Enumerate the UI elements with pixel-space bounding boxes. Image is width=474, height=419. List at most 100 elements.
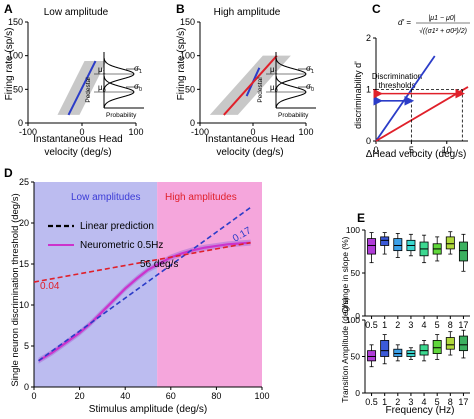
sigma0-label: σ0 (306, 82, 314, 93)
x-tick-label: 3 (408, 397, 413, 407)
y-tick-label: 0 (18, 118, 23, 128)
y-tick-label: 100 (180, 51, 195, 61)
x-tick-label: 17 (458, 397, 468, 407)
x-tick-label: 5 (435, 320, 440, 330)
panel-b-ylabel: Firing rate (sp/s) (176, 28, 187, 101)
y-tick-label: 50 (351, 268, 361, 278)
shaded-region (157, 182, 262, 387)
y-tick-label: 10 (19, 300, 29, 310)
y-tick-label: 20 (19, 218, 29, 228)
subscript: 0 (311, 87, 314, 93)
panel-d: D Single neuron discrimination threshold… (4, 166, 270, 415)
y-tick-label: 15 (19, 259, 29, 269)
panel-e: E Change in slope (%) Transition Amplitu… (340, 211, 470, 416)
box-8hz (445, 236, 455, 250)
sigma0-label: σ0 (134, 82, 142, 93)
x-tick-label: 100 (298, 127, 313, 137)
panel-e-top-ylabel: Change in slope (%) (340, 236, 350, 313)
pedestal-label: Pedestal (257, 77, 264, 103)
label-low-amplitudes: Low amplitudes (71, 192, 140, 203)
x-tick-label: 10 (442, 145, 452, 155)
y-tick-label: 0 (355, 388, 360, 398)
panel-d-xlabel: Stimulus amplitude (deg/s) (89, 404, 207, 415)
box-5hz (432, 340, 442, 354)
x-tick-label: 0 (250, 127, 255, 137)
y-tick-label: 50 (13, 84, 23, 94)
box-0.5hz (367, 350, 377, 362)
box-2hz (393, 348, 403, 357)
x-tick-label: 40 (120, 391, 130, 401)
panel-b-title: High amplitude (214, 7, 281, 18)
y-tick-label: 50 (185, 84, 195, 94)
formula-denominator: √((σ1² + σ0²)/2) (419, 27, 467, 35)
y-tick-label: 100 (8, 51, 23, 61)
subscript: 0 (139, 87, 142, 93)
panel-c: C d' = |μ1 − μ0| √((σ1² + σ0²)/2) discri… (353, 2, 470, 160)
box-4hz (419, 344, 429, 356)
x-tick-label: 17 (458, 320, 468, 330)
x-tick-label: 0 (373, 145, 378, 155)
panel-e-top-axes: 0 50 100 0.5 1 2 3 4 5 8 17 (346, 225, 470, 330)
y-tick-label: 0 (366, 136, 371, 146)
panel-a: A Low amplitude Firing rate (sp/s) Insta… (4, 2, 144, 158)
formula-lhs: d' = (398, 18, 411, 27)
box-0.5hz (367, 238, 377, 255)
y-tick-label: 25 (19, 177, 29, 187)
y-tick-label: 0 (355, 311, 360, 321)
probability-label: Probability (278, 112, 309, 119)
x-tick-label: 0.5 (365, 320, 378, 330)
box-17hz (458, 335, 468, 352)
subscript: 1 (275, 70, 278, 76)
y-tick-label: 50 (351, 352, 361, 362)
sigma1-label: σ1 (306, 64, 314, 75)
y-tick-label: 0 (190, 118, 195, 128)
label-high-amplitudes: High amplitudes (165, 192, 237, 203)
panel-e-xlabel: Frequency (Hz) (386, 405, 455, 416)
panel-d-letter: D (4, 166, 13, 180)
x-tick-label: 100 (254, 391, 269, 401)
mu0-label: μ0 (270, 83, 278, 94)
y-tick-label: 150 (180, 17, 195, 27)
x-tick-label: 4 (422, 397, 427, 407)
x-tick-label: 0 (31, 391, 36, 401)
legend: Linear prediction Neurometric 0.5Hz (48, 221, 163, 251)
series-line (375, 86, 469, 142)
box-1hz (380, 340, 390, 357)
panel-c-xlabel: ΔHead velocity (deg/s) (366, 149, 467, 160)
annotation-thresholds: thresholds (379, 81, 416, 90)
x-tick-label: 3 (408, 320, 413, 330)
panel-a-xlabel-line1: Instantaneous Head (33, 134, 123, 145)
y-tick-label: 5 (24, 341, 29, 351)
annotation-discrimination: Discrimination (372, 72, 422, 81)
panel-b: B High amplitude Firing rate (sp/s) Inst… (176, 2, 316, 158)
probability-label: Probability (106, 112, 137, 119)
legend-linear-label: Linear prediction (80, 221, 154, 232)
subscript: 1 (139, 69, 142, 75)
panel-a-inset: μ1 σ1 μ0 σ0 Probability Pedestal (85, 52, 144, 119)
subscript: 0 (103, 88, 106, 94)
series-line (375, 55, 436, 142)
legend-neurometric-label: Neurometric 0.5Hz (80, 240, 163, 251)
sigma1-label: σ1 (134, 64, 142, 75)
box-2hz (393, 238, 403, 252)
panel-b-xlabel-line2: velocity (deg/s) (216, 147, 283, 158)
mu1-label: μ1 (270, 65, 278, 76)
series-line (33, 241, 251, 283)
series-line (223, 54, 278, 116)
x-tick-label: 8 (448, 320, 453, 330)
x-tick-label: 4 (422, 320, 427, 330)
series-line (38, 206, 252, 362)
panel-e-bottom-ylabel: Transition Amplitude (deg/s) (340, 297, 350, 403)
x-tick-label: 2 (395, 320, 400, 330)
panel-a-title: Low amplitude (44, 7, 109, 18)
x-tick-label: 100 (128, 127, 143, 137)
x-tick-label: 60 (166, 391, 176, 401)
x-tick-label: 20 (75, 391, 85, 401)
panel-d-ylabel: Single neuron discrimination threshold (… (10, 193, 21, 386)
panel-a-ylabel: Firing rate (sp/s) (4, 28, 15, 101)
x-tick-label: -100 (19, 127, 37, 137)
x-tick-label: 1 (382, 397, 387, 407)
